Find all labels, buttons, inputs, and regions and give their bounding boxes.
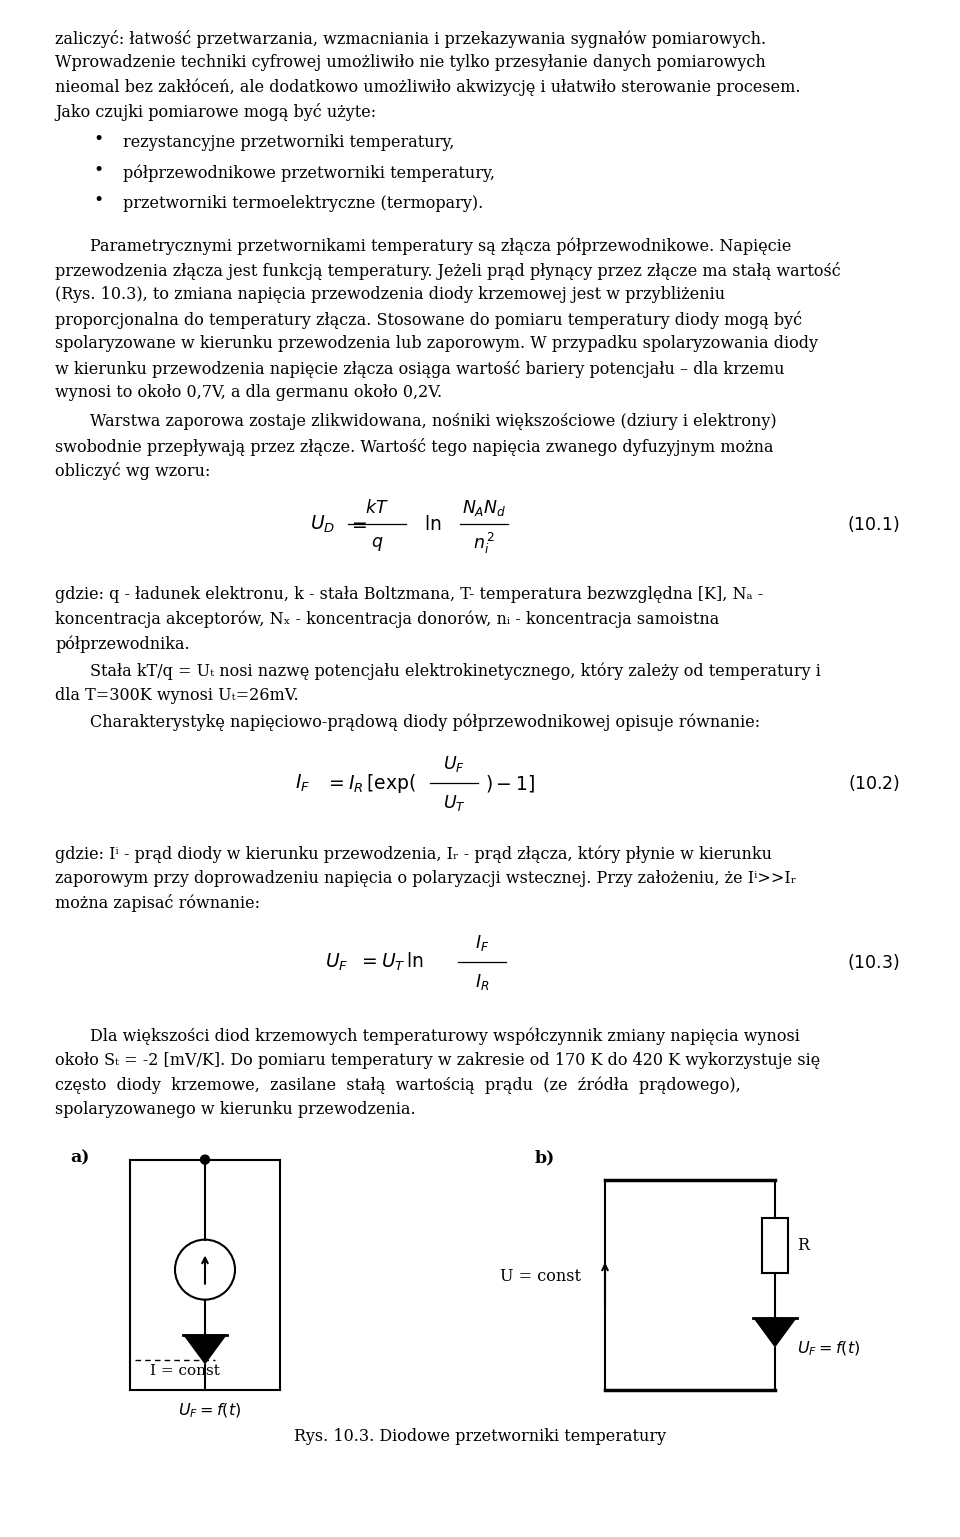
Text: I = const: I = const [150,1363,220,1377]
Text: $= I_R\,[\exp($: $= I_R\,[\exp($ [325,772,416,795]
Text: $U_D$: $U_D$ [310,513,335,535]
Text: rezystancyjne przetworniki temperatury,: rezystancyjne przetworniki temperatury, [123,134,454,151]
Text: $= U_T\,\mathrm{ln}$: $= U_T\,\mathrm{ln}$ [358,951,423,973]
Text: $q$: $q$ [371,535,383,553]
Text: U = const: U = const [500,1268,581,1285]
Text: $(10.1)$: $(10.1)$ [848,515,900,535]
Text: zaliczyć: łatwość przetwarzania, wzmacniania i przekazywania sygnałów pomiarowyc: zaliczyć: łatwość przetwarzania, wzmacni… [55,31,766,48]
Text: Stała kT/q = Uₜ nosi nazwę potencjału elektrokinetycznego, który zależy od tempe: Stała kT/q = Uₜ nosi nazwę potencjału el… [90,662,821,679]
Text: $U_T$: $U_T$ [443,793,466,813]
Text: Rys. 10.3. Diodowe przetworniki temperatury: Rys. 10.3. Diodowe przetworniki temperat… [294,1428,666,1445]
Text: $I_F$: $I_F$ [295,773,310,795]
Text: często  diody  krzemowe,  zasilane  stałą  wartością  prądu  (ze  źródła  prądow: często diody krzemowe, zasilane stałą wa… [55,1076,741,1094]
Text: półprzewodnikowe przetworniki temperatury,: półprzewodnikowe przetworniki temperatur… [123,164,495,183]
Text: w kierunku przewodzenia napięcie złącza osiąga wartość bariery potencjału – dla : w kierunku przewodzenia napięcie złącza … [55,360,784,378]
Text: nieomal bez zakłóceń, ale dodatkowo umożliwiło akwizycję i ułatwiło sterowanie p: nieomal bez zakłóceń, ale dodatkowo umoż… [55,78,801,97]
Text: proporcjonalna do temperatury złącza. Stosowane do pomiaru temperatury diody mog: proporcjonalna do temperatury złącza. St… [55,310,803,329]
Text: dla T=300K wynosi Uₜ=26mV.: dla T=300K wynosi Uₜ=26mV. [55,687,299,704]
Text: spolaryzowanego w kierunku przewodzenia.: spolaryzowanego w kierunku przewodzenia. [55,1100,416,1117]
Text: •: • [93,161,104,178]
Text: $U_F = f(t)$: $U_F = f(t)$ [797,1339,860,1357]
Text: Charakterystykę napięciowo-prądową diody półprzewodnikowej opisuje równanie:: Charakterystykę napięciowo-prądową diody… [90,713,760,732]
Text: przetworniki termoelektryczne (termopary).: przetworniki termoelektryczne (termopary… [123,195,483,212]
Text: (Rys. 10.3), to zmiana napięcia przewodzenia diody krzemowej jest w przybliżeniu: (Rys. 10.3), to zmiana napięcia przewodz… [55,286,725,303]
Text: $) - 1]$: $) - 1]$ [485,773,535,795]
Bar [762,1217,788,1273]
Text: $(10.3)$: $(10.3)$ [848,953,900,973]
Text: gdzie: Iⁱ - prąd diody w kierunku przewodzenia, Iᵣ - prąd złącza, który płynie w: gdzie: Iⁱ - prąd diody w kierunku przewo… [55,845,772,862]
Text: przewodzenia złącza jest funkcją temperatury. Jeżeli prąd płynący przez złącze m: przewodzenia złącza jest funkcją tempera… [55,261,841,280]
Text: można zapisać równanie:: można zapisać równanie: [55,895,260,913]
Text: b): b) [535,1150,555,1167]
Text: gdzie: q - ładunek elektronu, k - stała Boltzmana, T- temperatura bezwzględna [K: gdzie: q - ładunek elektronu, k - stała … [55,586,763,603]
Circle shape [201,1156,209,1164]
Polygon shape [753,1317,797,1348]
Text: półprzewodnika.: półprzewodnika. [55,635,190,653]
Text: •: • [93,131,104,148]
Text: $n_i^{\,2}$: $n_i^{\,2}$ [473,532,495,556]
Text: obliczyć wg wzoru:: obliczyć wg wzoru: [55,463,210,481]
Text: $U_F$: $U_F$ [325,951,348,973]
Text: $(10.2)$: $(10.2)$ [849,773,900,793]
Text: wynosi to około 0,7V, a dla germanu około 0,2V.: wynosi to około 0,7V, a dla germanu okoł… [55,384,443,401]
Text: $I_F$: $I_F$ [475,933,490,953]
Text: Wprowadzenie techniki cyfrowej umożliwiło nie tylko przesyłanie danych pomiarowy: Wprowadzenie techniki cyfrowej umożliwił… [55,54,766,72]
Text: spolaryzowane w kierunku przewodzenia lub zaporowym. W przypadku spolaryzowania : spolaryzowane w kierunku przewodzenia lu… [55,335,818,352]
Text: swobodnie przepływają przez złącze. Wartość tego napięcia zwanego dyfuzyjnym moż: swobodnie przepływają przez złącze. Wart… [55,438,774,456]
Text: $N_A N_d$: $N_A N_d$ [462,498,506,518]
Text: a): a) [70,1150,89,1167]
Text: około Sₜ = -2 [mV/K]. Do pomiaru temperatury w zakresie od 170 K do 420 K wykorz: około Sₜ = -2 [mV/K]. Do pomiaru tempera… [55,1051,820,1068]
Text: zaporowym przy doprowadzeniu napięcia o polaryzacji wstecznej. Przy założeniu, ż: zaporowym przy doprowadzeniu napięcia o … [55,870,797,887]
Text: $U_F = f(t)$: $U_F = f(t)$ [179,1402,242,1420]
Text: koncentracja akceptorów, Nₓ - koncentracja donorów, nᵢ - koncentracja samoistna: koncentracja akceptorów, Nₓ - koncentrac… [55,610,719,629]
Text: Warstwa zaporowa zostaje zlikwidowana, nośniki większościowe (dziury i elektrony: Warstwa zaporowa zostaje zlikwidowana, n… [90,413,777,430]
Polygon shape [183,1334,227,1365]
Text: $kT$: $kT$ [365,498,389,516]
Text: R: R [797,1237,809,1254]
Text: Jako czujki pomiarowe mogą być użyte:: Jako czujki pomiarowe mogą być użyte: [55,103,376,121]
Text: Parametrycznymi przetwornikami temperatury są złącza półprzewodnikowe. Napięcie: Parametrycznymi przetwornikami temperatu… [90,237,791,255]
Text: $=$: $=$ [348,515,368,533]
Text: $\mathrm{ln}$: $\mathrm{ln}$ [424,515,442,533]
Text: •: • [93,192,104,209]
Text: Dla większości diod krzemowych temperaturowy współczynnik zmiany napięcia wynosi: Dla większości diod krzemowych temperatu… [90,1027,800,1045]
Text: $U_F$: $U_F$ [444,755,465,775]
Text: $I_R$: $I_R$ [475,973,490,993]
